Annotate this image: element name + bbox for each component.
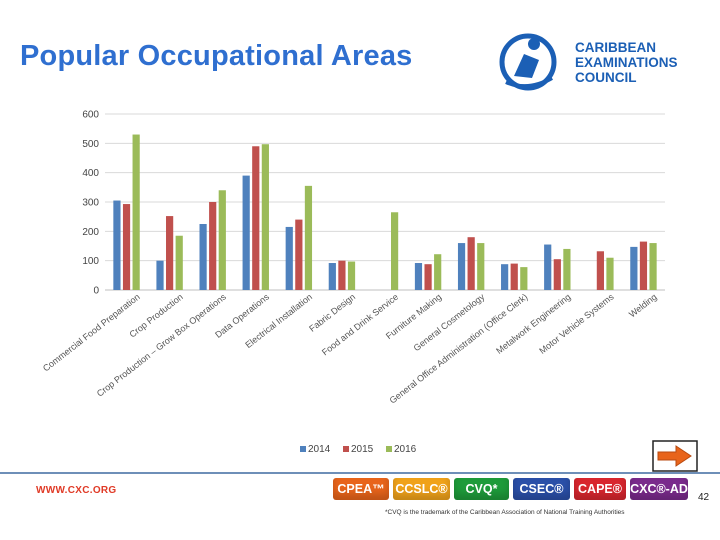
bar-2015: [510, 263, 518, 290]
bar-2016: [477, 243, 485, 290]
slide-title: Popular Occupational Areas: [20, 40, 413, 72]
x-tick-label: General Cosmetology: [412, 291, 487, 353]
bar-2015: [209, 202, 217, 290]
bar-2014: [457, 243, 466, 290]
bar-chart: 0 100 200 300 400 500 600 Commercial Food Prepa…: [41, 110, 665, 455]
bar-2014: [414, 263, 423, 290]
footer-divider: [0, 472, 720, 474]
bar-2016: [261, 144, 269, 290]
trademark-note: *CVQ is the trademark of the Caribbean A…: [385, 509, 625, 516]
footer-url[interactable]: WWW.CXC.ORG: [36, 485, 117, 496]
bar-2014: [328, 263, 336, 290]
y-tick-label: 200: [82, 227, 99, 238]
bar-2016: [606, 257, 614, 290]
bar-2016: [218, 190, 226, 290]
bar-2016: [391, 212, 399, 290]
logo-line: COUNCIL: [575, 70, 637, 85]
legend-swatch: [343, 446, 349, 452]
bar-2014: [630, 246, 638, 290]
bar-2015: [122, 204, 131, 290]
y-tick-label: 500: [82, 139, 99, 150]
bar-2015: [295, 219, 303, 290]
y-tick-label: 400: [82, 168, 99, 179]
bar-2014: [501, 264, 509, 290]
bar-2014: [113, 200, 121, 290]
bar-2015: [424, 264, 432, 290]
cxc-logo-mark: [499, 33, 557, 91]
bar-2016: [434, 254, 442, 290]
bar-2016: [520, 267, 528, 290]
bar-2014: [242, 175, 250, 290]
programme-badge[interactable]: CPEA™: [333, 478, 389, 500]
next-slide-arrow-icon[interactable]: [652, 440, 698, 472]
bar-2014: [285, 226, 293, 290]
x-tick-label: Motor Vehicle Systems: [537, 291, 616, 356]
bar-2016: [304, 185, 313, 290]
bar-2015: [338, 260, 346, 290]
programme-badge[interactable]: CXC®-AD: [630, 478, 688, 500]
legend-swatch: [386, 446, 392, 452]
y-tick-label: 100: [82, 256, 99, 267]
x-tick-label: Commercial Food Preparation: [41, 292, 142, 374]
page-number: 42: [698, 492, 710, 503]
cxc-logo: [499, 33, 557, 91]
bar-2016: [347, 261, 356, 290]
y-tick-label: 300: [82, 198, 99, 209]
bar-2014: [156, 260, 164, 290]
x-tick-label: Metalwork Engineering: [494, 292, 572, 356]
bar-2015: [467, 237, 475, 290]
bar-2014: [199, 224, 207, 290]
y-tick-label: 600: [82, 110, 99, 121]
bar-2014: [544, 244, 552, 290]
legend-label: 2014: [308, 444, 331, 455]
x-tick-label: Welding: [627, 292, 659, 320]
legend-swatch: [300, 446, 306, 452]
bar-2015: [596, 251, 604, 290]
bar-2015: [166, 216, 174, 290]
bar-2016: [649, 243, 657, 290]
bar-2015: [639, 241, 648, 290]
y-tick-label: 0: [93, 286, 99, 297]
programme-badge[interactable]: CVQ*: [454, 478, 509, 500]
x-tick-label: Food and Drink Service: [320, 292, 400, 358]
logo-line: CARIBBEAN: [575, 40, 656, 55]
bar-2016: [175, 235, 183, 290]
bar-2015: [553, 259, 561, 290]
bar-2016: [132, 134, 140, 290]
programme-badge[interactable]: CSEC®: [513, 478, 570, 500]
legend-label: 2016: [394, 444, 417, 455]
bar-2015: [252, 146, 260, 290]
programme-badge[interactable]: CCSLC®: [393, 478, 450, 500]
legend-label: 2015: [351, 444, 374, 455]
logo-line: EXAMINATIONS: [575, 55, 678, 70]
logo-text: CARIBBEAN EXAMINATIONS COUNCIL: [575, 40, 678, 85]
bar-2016: [563, 248, 571, 290]
programme-badge[interactable]: CAPE®: [574, 478, 626, 500]
